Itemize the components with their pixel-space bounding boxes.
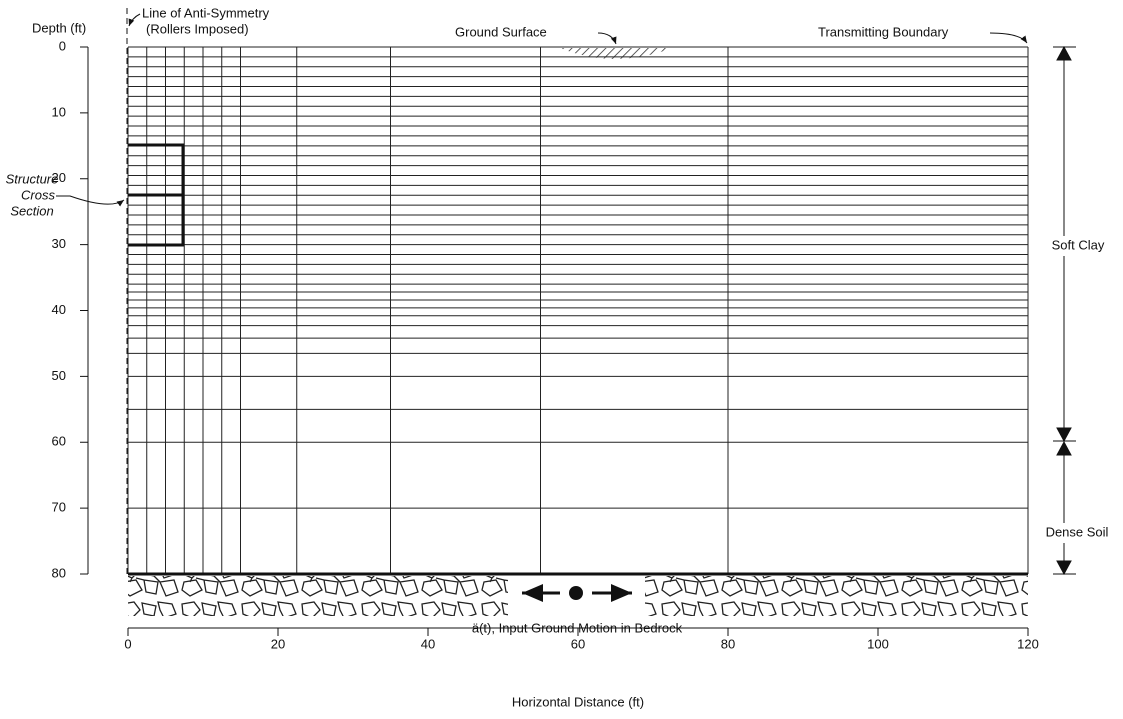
annotation: (Rollers Imposed) (146, 21, 249, 36)
x-tick-label: 120 (1017, 636, 1039, 651)
dimension (1053, 45, 1076, 576)
annotation: Transmitting Boundary (818, 24, 949, 39)
leader (597, 32, 617, 45)
leader (56, 195, 125, 207)
structure (128, 143, 185, 247)
x-tick-label: 20 (271, 636, 285, 651)
label-bg (1040, 236, 1114, 256)
y-axis-title: Depth (ft) (32, 20, 86, 35)
annotation: ä(t), Input Ground Motion in Bedrock (472, 620, 683, 635)
motion-arrows (522, 584, 632, 602)
x-tick-label: 40 (421, 636, 435, 651)
y-tick-label: 70 (52, 500, 66, 515)
x-tick-label: 80 (721, 636, 735, 651)
leader (989, 32, 1028, 44)
annotation: Soft Clay (1052, 237, 1105, 252)
y-tick-label: 20 (52, 170, 66, 185)
x-tick-label: 60 (571, 636, 585, 651)
y-tick-label: 0 (59, 38, 66, 53)
leader (128, 13, 141, 27)
x-tick-label: 100 (867, 636, 889, 651)
annotation: Cross (21, 187, 55, 202)
y-ticks: 0 10 20 30 40 50 60 70 80 (52, 38, 88, 580)
label-bg (1034, 523, 1122, 543)
annotation: Line of Anti-Symmetry (142, 5, 270, 20)
y-tick-label: 80 (52, 565, 66, 580)
y-tick-label: 30 (52, 236, 66, 251)
annotation: Section (10, 203, 53, 218)
x-tick-label: 0 (124, 636, 131, 651)
y-tick-label: 60 (52, 434, 66, 449)
annotation: Structure (6, 171, 59, 186)
bedrock (645, 576, 1028, 616)
x-ticks: 0 20 40 60 80 100 120 (124, 628, 1039, 651)
y-tick-label: 40 (52, 302, 66, 317)
ground-hatch (560, 48, 672, 59)
x-axis-title: Horizontal Distance (ft) (512, 694, 644, 709)
y-tick-label: 50 (52, 368, 66, 383)
annotation: Ground Surface (455, 24, 547, 39)
y-tick-label: 10 (52, 104, 66, 119)
mesh (127, 46, 1029, 574)
annotation: Dense Soil (1046, 524, 1109, 539)
bedrock (128, 576, 508, 616)
